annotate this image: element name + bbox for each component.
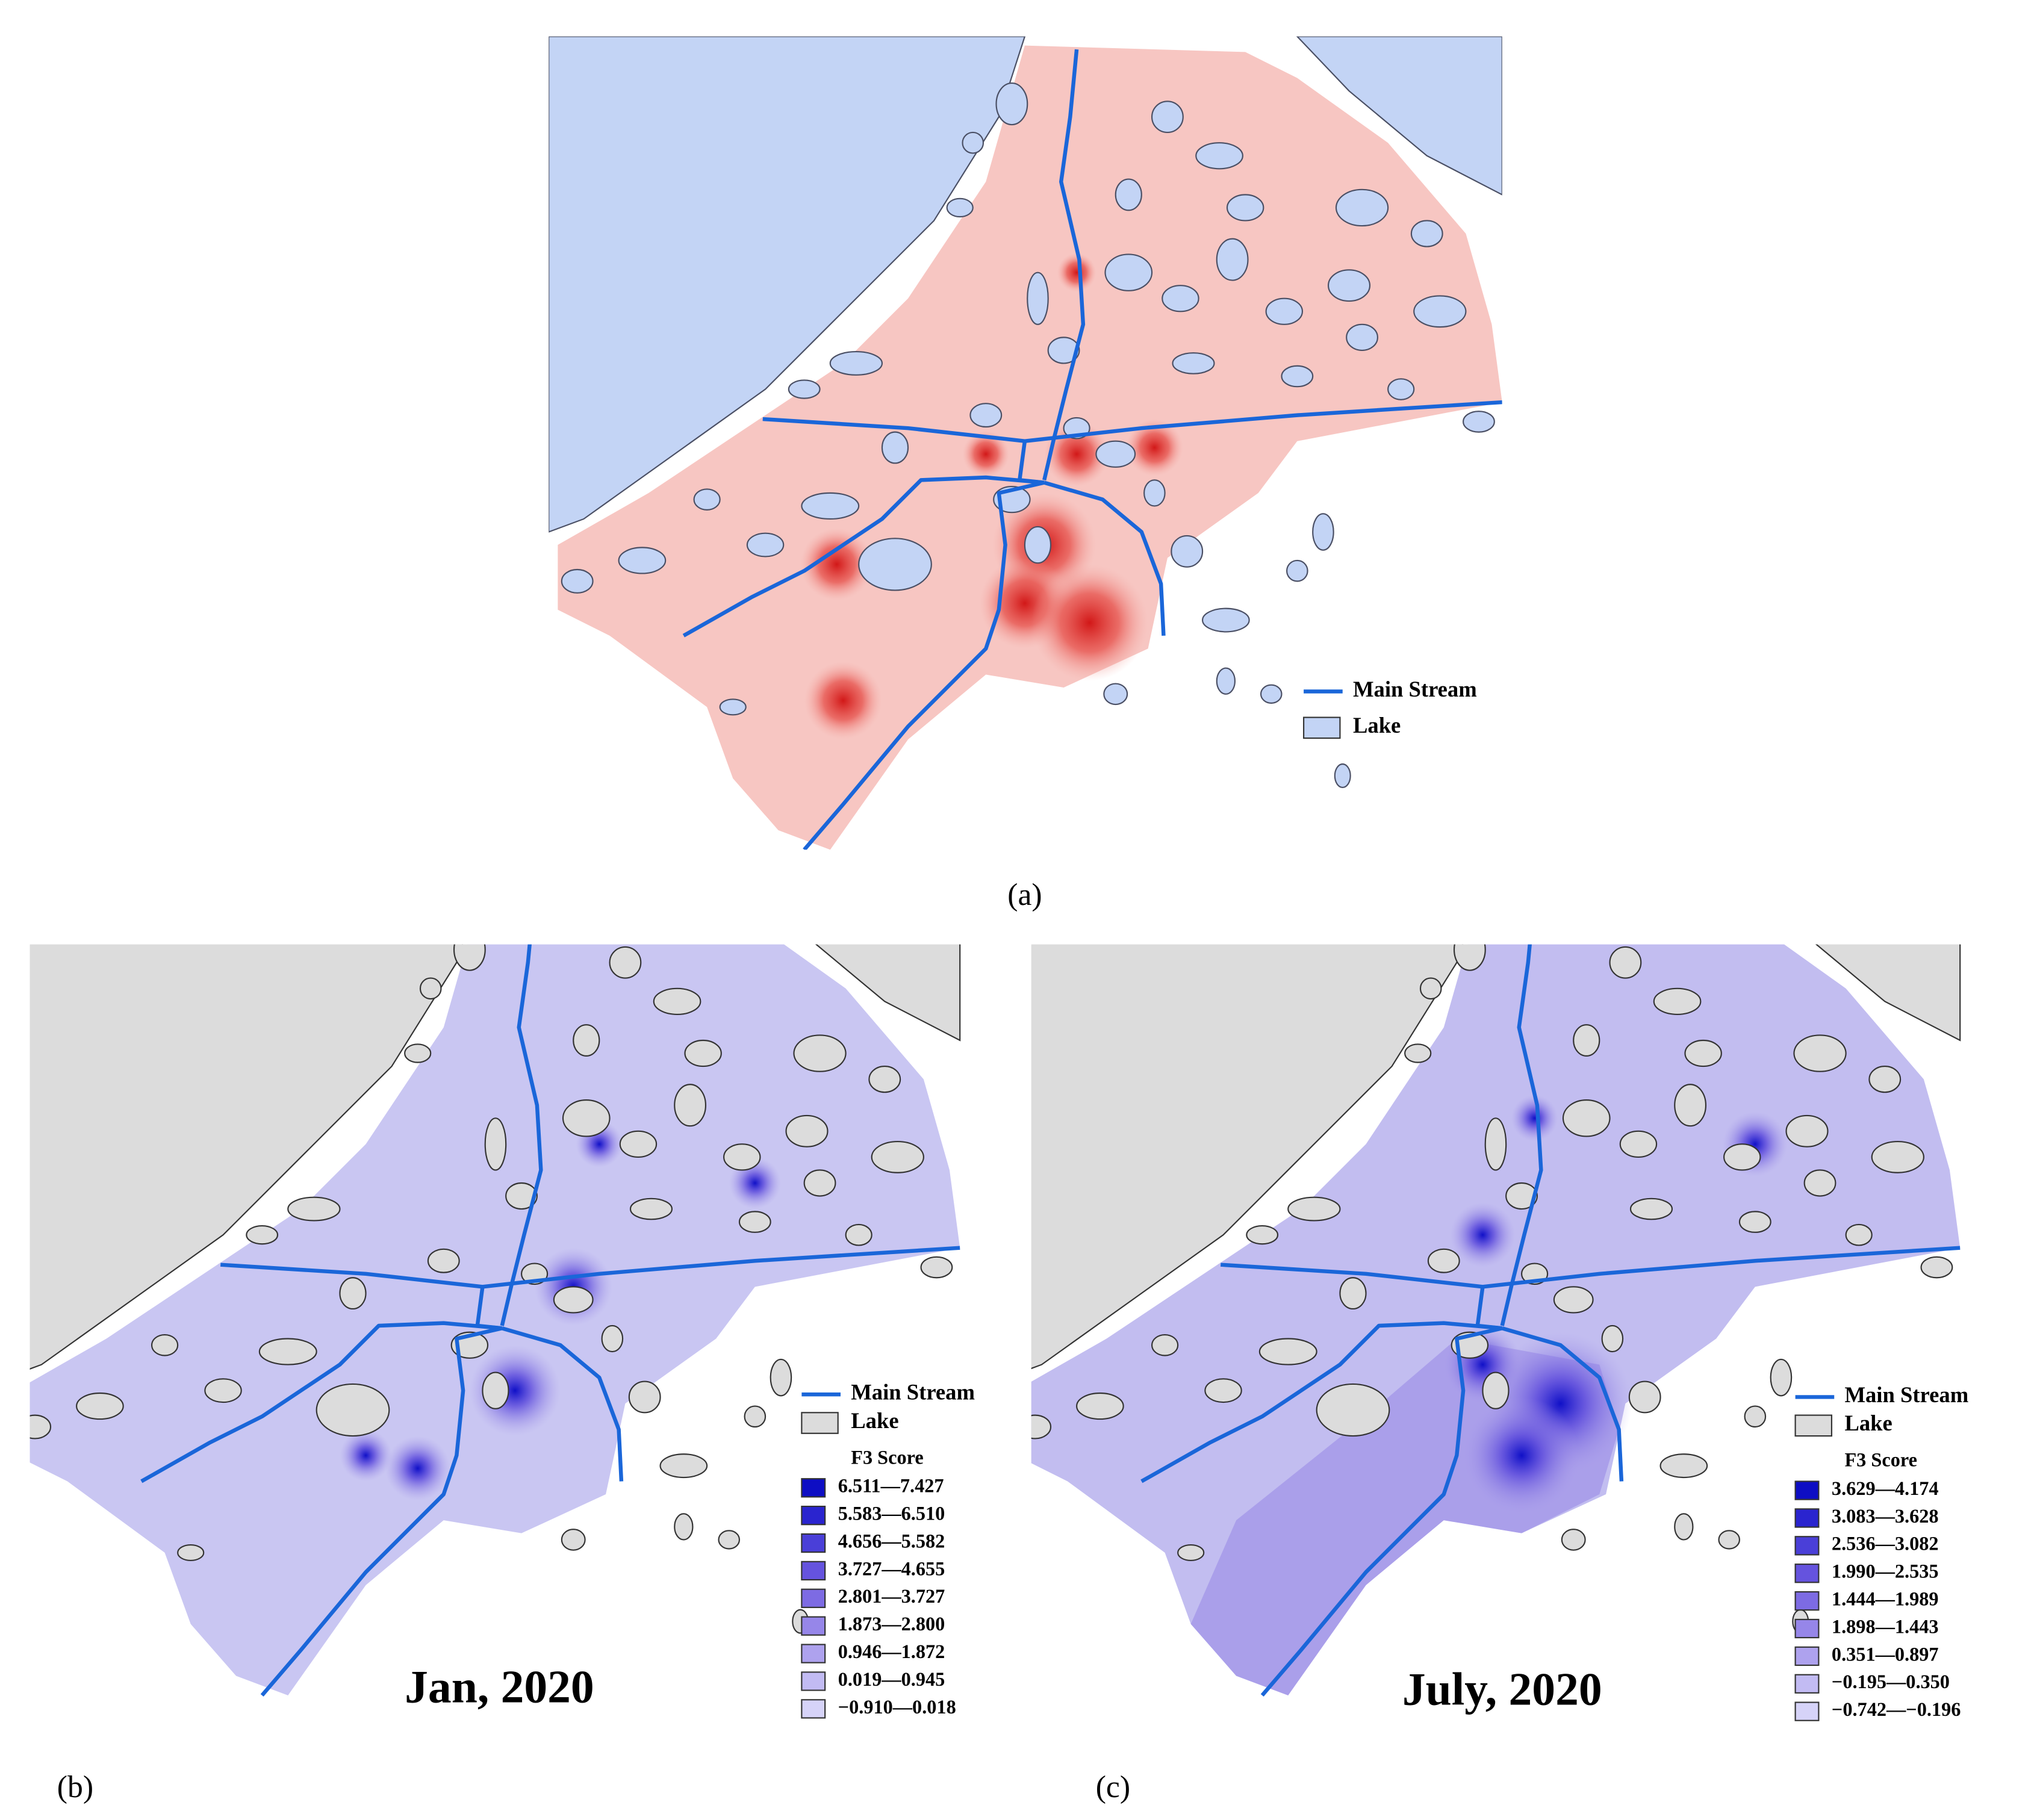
legend-swatch [1794, 1508, 1820, 1528]
legend-swatch [801, 1412, 839, 1434]
legend-label: 1.873—2.800 [838, 1613, 945, 1635]
legend-label: 0.351—0.897 [1832, 1643, 1939, 1665]
legend-swatch [1794, 1701, 1820, 1721]
legend-swatch [1794, 1536, 1820, 1556]
legend-label: 3.629—4.174 [1832, 1477, 1939, 1499]
map-panel-a [549, 36, 1502, 850]
legend-title: F3 Score [1844, 1449, 1917, 1471]
map-panel-c [1031, 944, 1960, 1695]
legend-swatch [801, 1671, 826, 1691]
panel-label: (c) [1096, 1770, 1130, 1804]
legend-swatch [1794, 1646, 1820, 1666]
legend-label: Main Stream [1844, 1382, 1968, 1407]
legend-swatch [1794, 1480, 1820, 1500]
legend-swatch [801, 1561, 826, 1581]
legend-label: 3.083—3.628 [1832, 1505, 1939, 1527]
legend-label: −0.910—0.018 [838, 1696, 956, 1718]
legend-swatch [801, 1505, 826, 1526]
legend-label: Lake [1844, 1411, 1892, 1435]
legend-label: 3.727—4.655 [838, 1558, 945, 1579]
legend-label: Lake [1353, 713, 1401, 738]
panel-label: (b) [57, 1770, 93, 1804]
annotations: (a) Main Stream Lake (b) Jan, 2020 Main Strea… [57, 677, 1968, 1804]
legend-swatch [1794, 1674, 1820, 1694]
legend-swatch [801, 1533, 826, 1553]
legend-label: 4.656—5.582 [838, 1530, 945, 1551]
legend-label: 2.801—3.727 [838, 1585, 945, 1607]
legend-swatch [1794, 1564, 1820, 1583]
legend-swatch [1794, 1618, 1820, 1639]
legend-swatch [1303, 716, 1341, 739]
panel-title: July, 2020 [1402, 1663, 1602, 1715]
legend-label: Main Stream [851, 1380, 975, 1405]
legend-swatch [1794, 1591, 1820, 1611]
legend-label: Main Stream [1353, 677, 1477, 701]
legend-label: 2.536—3.082 [1832, 1533, 1939, 1554]
legend-title: F3 Score [851, 1446, 923, 1468]
panel-label: (a) [1007, 878, 1042, 912]
panel-title: Jan, 2020 [405, 1660, 594, 1712]
legend-label: 5.583—6.510 [838, 1503, 945, 1524]
legend-label: 1.898—1.443 [1832, 1615, 1939, 1637]
legend-swatch [1794, 1414, 1833, 1437]
map-panel-b [30, 944, 960, 1695]
legend-label: Lake [851, 1408, 898, 1433]
legend-label: −0.742—−0.196 [1832, 1698, 1961, 1720]
legend-swatch [801, 1616, 826, 1636]
legend-label: 1.444—1.989 [1832, 1588, 1939, 1610]
legend-label: 0.946—1.872 [838, 1641, 945, 1662]
legend-swatch [801, 1699, 826, 1719]
legend-swatch [801, 1644, 826, 1663]
legend-label: 1.990—2.535 [1832, 1561, 1939, 1582]
legend-label: −0.195—0.350 [1832, 1671, 1950, 1692]
legend-label: 6.511—7.427 [838, 1475, 944, 1497]
legend-swatch [801, 1478, 826, 1498]
legend-label: 0.019—0.945 [838, 1668, 945, 1690]
legend-swatch [801, 1588, 826, 1608]
